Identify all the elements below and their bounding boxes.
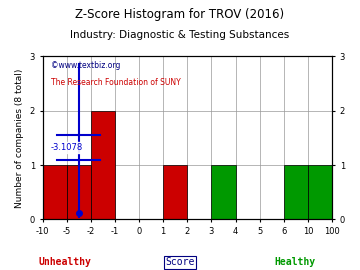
- Text: Industry: Diagnostic & Testing Substances: Industry: Diagnostic & Testing Substance…: [70, 30, 290, 40]
- Y-axis label: Number of companies (8 total): Number of companies (8 total): [15, 68, 24, 208]
- Text: The Research Foundation of SUNY: The Research Foundation of SUNY: [51, 77, 181, 86]
- Bar: [211, 165, 235, 220]
- Bar: [284, 165, 308, 220]
- Bar: [67, 165, 91, 220]
- Text: Healthy: Healthy: [275, 257, 316, 267]
- Bar: [308, 165, 332, 220]
- Text: ©www.textbiz.org: ©www.textbiz.org: [51, 61, 121, 70]
- Text: Score: Score: [165, 257, 195, 267]
- Bar: [163, 165, 187, 220]
- Text: Unhealthy: Unhealthy: [39, 257, 91, 267]
- Bar: [91, 111, 115, 220]
- Text: Z-Score Histogram for TROV (2016): Z-Score Histogram for TROV (2016): [76, 8, 284, 21]
- Bar: [42, 165, 67, 220]
- Text: -3.1078: -3.1078: [50, 143, 83, 152]
